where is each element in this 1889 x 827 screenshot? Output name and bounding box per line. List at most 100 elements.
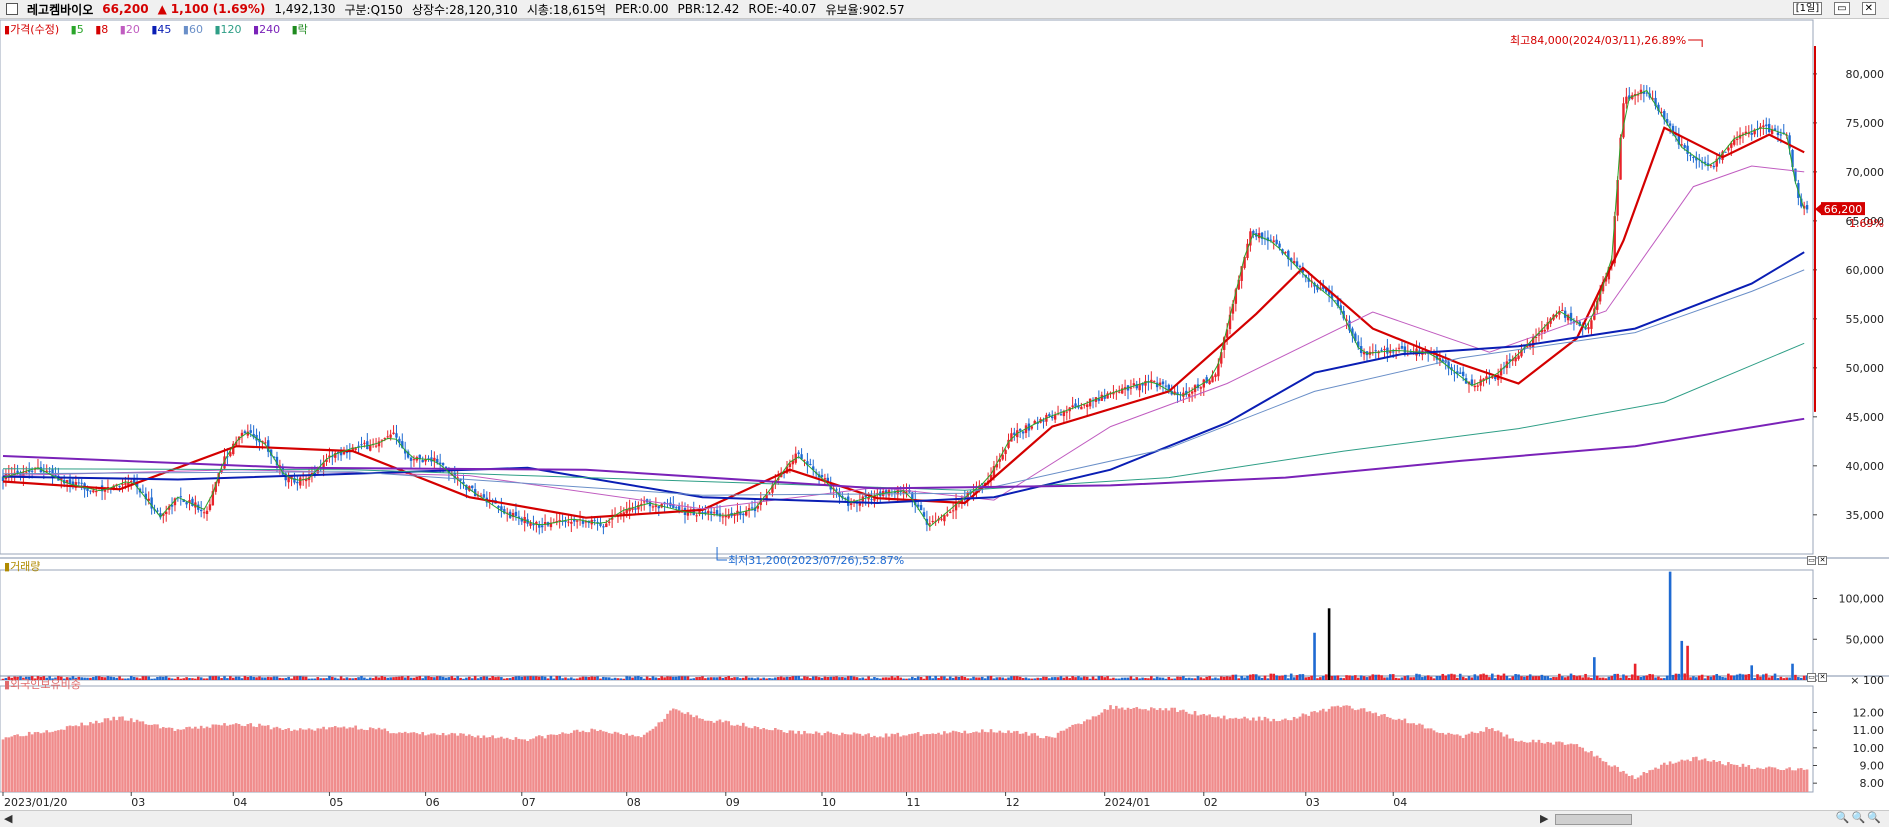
- volume-bar[interactable]: [345, 677, 349, 680]
- foreign-ownership-bar[interactable]: [1537, 739, 1541, 792]
- foreign-ownership-bar[interactable]: [45, 730, 49, 792]
- foreign-ownership-bar[interactable]: [325, 729, 328, 792]
- foreign-ownership-bar[interactable]: [1607, 765, 1611, 792]
- foreign-ownership-bar[interactable]: [567, 733, 570, 792]
- volume-bar[interactable]: [1368, 676, 1372, 680]
- volume-bar[interactable]: [992, 678, 996, 680]
- candle-body[interactable]: [1120, 388, 1124, 394]
- volume-bar[interactable]: [1727, 673, 1730, 680]
- candle-body[interactable]: [1663, 111, 1666, 120]
- volume-bar[interactable]: [1039, 678, 1042, 680]
- volume-bar[interactable]: [1697, 675, 1701, 680]
- foreign-ownership-bar[interactable]: [482, 735, 486, 792]
- foreign-ownership-bar[interactable]: [1473, 732, 1477, 792]
- candle-body[interactable]: [80, 482, 83, 484]
- foreign-ownership-bar[interactable]: [310, 729, 314, 792]
- foreign-ownership-bar[interactable]: [1228, 718, 1232, 792]
- volume-bar[interactable]: [502, 678, 506, 680]
- candle-body[interactable]: [1695, 157, 1698, 161]
- foreign-ownership-bar[interactable]: [1645, 773, 1649, 792]
- volume-bar[interactable]: [645, 676, 649, 680]
- foreign-ownership-bar[interactable]: [1400, 720, 1404, 792]
- foreign-ownership-bar[interactable]: [759, 729, 763, 792]
- candle-body[interactable]: [272, 456, 276, 458]
- foreign-ownership-bar[interactable]: [511, 739, 515, 792]
- foreign-ownership-bar[interactable]: [1549, 742, 1552, 792]
- candle-body[interactable]: [1604, 278, 1608, 282]
- volume-bar[interactable]: [1622, 674, 1625, 680]
- foreign-ownership-bar[interactable]: [1356, 709, 1360, 792]
- candle-body[interactable]: [905, 491, 908, 493]
- volume-bar[interactable]: [252, 676, 255, 680]
- volume-bar[interactable]: [1275, 675, 1278, 680]
- foreign-ownership-bar[interactable]: [1155, 709, 1159, 792]
- foreign-ownership-bar[interactable]: [48, 732, 51, 792]
- candle-body[interactable]: [715, 510, 719, 515]
- foreign-ownership-bar[interactable]: [1695, 756, 1698, 792]
- foreign-ownership-bar[interactable]: [433, 733, 436, 792]
- candle-body[interactable]: [16, 470, 19, 474]
- candle-body[interactable]: [182, 499, 185, 502]
- volume-bar[interactable]: [1799, 677, 1803, 680]
- volume-bar[interactable]: [1630, 674, 1634, 680]
- volume-bar[interactable]: [919, 676, 923, 680]
- candle-body[interactable]: [529, 522, 532, 526]
- volume-bar[interactable]: [739, 678, 742, 680]
- foreign-close-icon[interactable]: ✕: [1818, 673, 1827, 682]
- foreign-ownership-bar[interactable]: [934, 733, 937, 792]
- candle-body[interactable]: [1569, 312, 1573, 321]
- candle-body[interactable]: [1613, 216, 1616, 264]
- foreign-ownership-bar[interactable]: [10, 736, 14, 792]
- foreign-ownership-bar[interactable]: [558, 734, 561, 792]
- volume-bar[interactable]: [616, 678, 620, 680]
- foreign-ownership-bar[interactable]: [30, 734, 34, 792]
- foreign-ownership-bar[interactable]: [599, 729, 602, 792]
- volume-bar[interactable]: [843, 677, 847, 680]
- candle-body[interactable]: [1782, 132, 1785, 134]
- foreign-ownership-bar[interactable]: [1386, 716, 1389, 792]
- volume-bar[interactable]: [1732, 675, 1736, 680]
- volume-bar[interactable]: [829, 676, 833, 680]
- volume-bar[interactable]: [890, 676, 894, 680]
- foreign-ownership-bar[interactable]: [674, 709, 678, 792]
- candle-body[interactable]: [1491, 376, 1494, 379]
- foreign-ownership-bar[interactable]: [1700, 759, 1704, 792]
- foreign-ownership-bar[interactable]: [1662, 762, 1666, 792]
- volume-bar[interactable]: [966, 678, 970, 680]
- foreign-ownership-bar[interactable]: [1628, 775, 1631, 792]
- candle-body[interactable]: [77, 482, 80, 484]
- volume-bar[interactable]: [771, 678, 774, 680]
- foreign-ownership-bar[interactable]: [129, 718, 133, 792]
- foreign-ownership-bar[interactable]: [1362, 708, 1366, 792]
- foreign-ownership-bar[interactable]: [940, 734, 943, 792]
- volume-bar[interactable]: [22, 677, 25, 680]
- candle-body[interactable]: [1435, 354, 1439, 360]
- volume-bar[interactable]: [205, 678, 209, 680]
- volume-bar[interactable]: [1120, 677, 1124, 680]
- volume-bar[interactable]: [482, 676, 486, 680]
- foreign-ownership-bar[interactable]: [1100, 712, 1104, 792]
- candle-body[interactable]: [989, 474, 993, 481]
- foreign-ownership-bar[interactable]: [1706, 761, 1710, 792]
- foreign-ownership-bar[interactable]: [97, 723, 101, 792]
- volume-bar[interactable]: [1231, 674, 1235, 680]
- foreign-ownership-bar[interactable]: [718, 719, 722, 792]
- candle-body[interactable]: [25, 471, 28, 473]
- volume-bar[interactable]: [954, 676, 958, 680]
- volume-bar[interactable]: [1435, 676, 1439, 680]
- foreign-ownership-bar[interactable]: [1182, 709, 1185, 792]
- foreign-ownership-bar[interactable]: [406, 733, 410, 792]
- volume-bar[interactable]: [150, 678, 153, 680]
- volume-bar[interactable]: [983, 678, 987, 680]
- volume-bar[interactable]: [479, 676, 483, 680]
- volume-bar[interactable]: [1759, 676, 1762, 680]
- foreign-ownership-bar[interactable]: [220, 725, 223, 792]
- volume-bar[interactable]: [835, 676, 838, 680]
- foreign-ownership-bar[interactable]: [1797, 768, 1800, 792]
- candle-body[interactable]: [858, 502, 862, 506]
- volume-bar[interactable]: [1310, 675, 1313, 680]
- candle-body[interactable]: [1327, 291, 1331, 295]
- candle-body[interactable]: [500, 506, 503, 511]
- foreign-ownership-bar[interactable]: [639, 737, 643, 792]
- volume-bar[interactable]: [1313, 632, 1316, 680]
